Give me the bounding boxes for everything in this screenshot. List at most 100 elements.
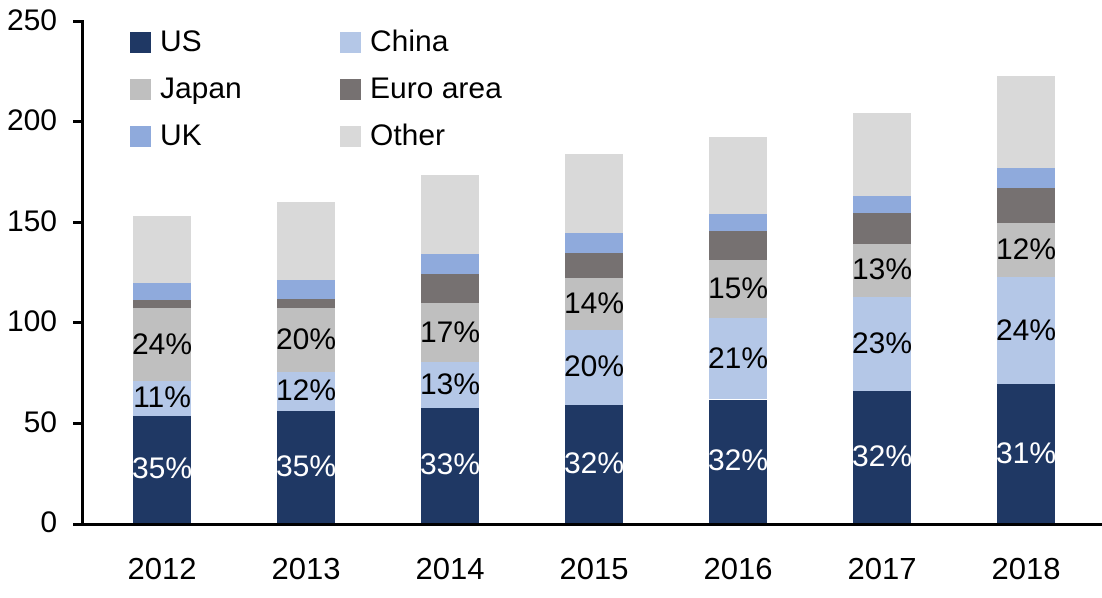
segment-value-label: 15% — [707, 272, 769, 306]
bar-2012: 35% 11% 24% — [131, 0, 193, 523]
bar-segment-japan: 17% — [419, 303, 481, 363]
x-axis-tick-label: 2018 — [991, 551, 1061, 586]
y-axis-tick — [73, 220, 84, 224]
y-axis-line — [81, 21, 84, 526]
legend-swatch-uk-icon — [130, 125, 151, 147]
segment-value-label: 32% — [707, 444, 769, 478]
y-axis-tick-label: 250 — [6, 4, 57, 37]
y-axis-tick — [73, 20, 84, 23]
segment-value-label: 31% — [995, 436, 1057, 470]
bar-segment-other — [997, 76, 1055, 168]
y-axis-tick-label: 50 — [23, 405, 57, 439]
x-axis-tick-label: 2012 — [127, 551, 197, 586]
bar-segment-euro-area — [709, 230, 767, 260]
x-axis-tick-label: 2013 — [271, 551, 341, 586]
bar-segment-euro-area — [565, 252, 623, 279]
bar-segment-uk — [421, 253, 479, 274]
bar-segment-china: 13% — [419, 362, 481, 408]
y-axis-tick-label: 100 — [6, 305, 57, 339]
segment-value-label: 13% — [851, 253, 913, 287]
bar-segment-other — [277, 201, 335, 281]
bar-segment-euro-area — [421, 274, 479, 304]
bar-segment-euro-area — [997, 187, 1055, 223]
bar-segment-china: 21% — [707, 318, 769, 400]
bar-2013: 35% 12% 20% — [275, 0, 337, 523]
legend-label: China — [370, 25, 449, 58]
x-axis-tick-label: 2016 — [703, 551, 773, 586]
bar-segment-other — [421, 174, 479, 254]
bar-segment-euro-area — [277, 299, 335, 309]
legend-swatch-japan-icon — [130, 78, 151, 100]
bar-segment-us: 32% — [563, 404, 625, 523]
bar-segment-us: 33% — [419, 407, 481, 523]
bar-segment-japan: 20% — [275, 308, 337, 373]
legend-item-euro-area: Euro area — [340, 74, 502, 104]
bar-segment-japan: 13% — [851, 243, 913, 298]
bar-2016: 32% 21% 15% — [707, 0, 769, 523]
segment-value-label: 23% — [851, 327, 913, 361]
bar-segment-us: 32% — [852, 391, 912, 523]
legend-label: US — [160, 25, 202, 58]
legend-item-japan: Japan — [130, 74, 242, 104]
y-axis-tick — [73, 120, 84, 124]
y-axis-tick-label: 0 — [40, 506, 57, 539]
bar-segment-japan: 15% — [707, 259, 769, 319]
bar-segment-uk — [565, 232, 623, 253]
x-axis-line — [73, 523, 1102, 526]
legend-swatch-us-icon — [130, 31, 151, 53]
legend-item-uk: UK — [130, 121, 202, 151]
legend-swatch-other-icon — [340, 125, 361, 147]
y-axis-tick-label: 200 — [6, 104, 57, 138]
bar-segment-china: 20% — [563, 330, 625, 405]
y-axis-tick — [73, 421, 84, 425]
segment-value-label: 11% — [133, 381, 191, 415]
segment-value-label: 14% — [563, 287, 625, 321]
bar-segment-other — [133, 215, 191, 284]
legend-label: UK — [160, 119, 202, 152]
segment-value-label: 17% — [419, 315, 481, 349]
bar-segment-china: 23% — [851, 297, 913, 392]
bar-segment-us: 31% — [995, 384, 1057, 523]
legend-swatch-china-icon — [340, 31, 361, 53]
segment-value-label: 24% — [995, 313, 1057, 347]
segment-value-label: 35% — [275, 449, 337, 483]
y-axis-tick-label: 150 — [6, 204, 57, 238]
segment-value-label: 24% — [131, 327, 193, 361]
bar-segment-us: 35% — [275, 410, 337, 523]
bar-segment-japan: 14% — [563, 278, 625, 331]
bar-segment-china: 24% — [995, 277, 1057, 385]
segment-value-label: 20% — [563, 350, 625, 384]
bar-segment-other — [565, 153, 623, 233]
legend-swatch-euro-area-icon — [340, 78, 361, 100]
x-axis-tick-label: 2017 — [847, 551, 917, 586]
bar-segment-uk — [277, 280, 335, 300]
segment-value-label: 35% — [131, 452, 193, 486]
bar-segment-uk — [997, 167, 1055, 188]
bar-segment-other — [709, 137, 767, 214]
bar-segment-us: 35% — [131, 415, 193, 523]
bar-segment-china: 12% — [275, 372, 337, 411]
legend-item-us: US — [130, 27, 202, 57]
bar-segment-uk — [133, 283, 191, 301]
bar-segment-uk — [709, 213, 767, 231]
segment-value-label: 12% — [275, 374, 337, 408]
segment-value-label: 20% — [275, 323, 337, 357]
bar-segment-euro-area — [133, 300, 191, 309]
bar-2015: 32% 20% 14% — [563, 0, 625, 523]
segment-value-label: 33% — [419, 448, 481, 482]
legend-item-china: China — [340, 27, 448, 57]
bar-segment-euro-area — [853, 212, 911, 244]
y-axis-tick — [73, 321, 84, 325]
segment-value-label: 13% — [419, 367, 481, 401]
legend-label: Euro area — [370, 72, 502, 105]
x-axis-tick-label: 2015 — [559, 551, 629, 586]
legend-label: Other — [370, 119, 446, 152]
legend-label: Japan — [160, 72, 242, 105]
bar-segment-other — [853, 113, 911, 196]
segment-value-label: 21% — [707, 341, 769, 375]
bar-segment-japan: 12% — [996, 222, 1056, 277]
segment-value-label: 32% — [563, 446, 625, 480]
bar-segment-uk — [853, 195, 911, 213]
